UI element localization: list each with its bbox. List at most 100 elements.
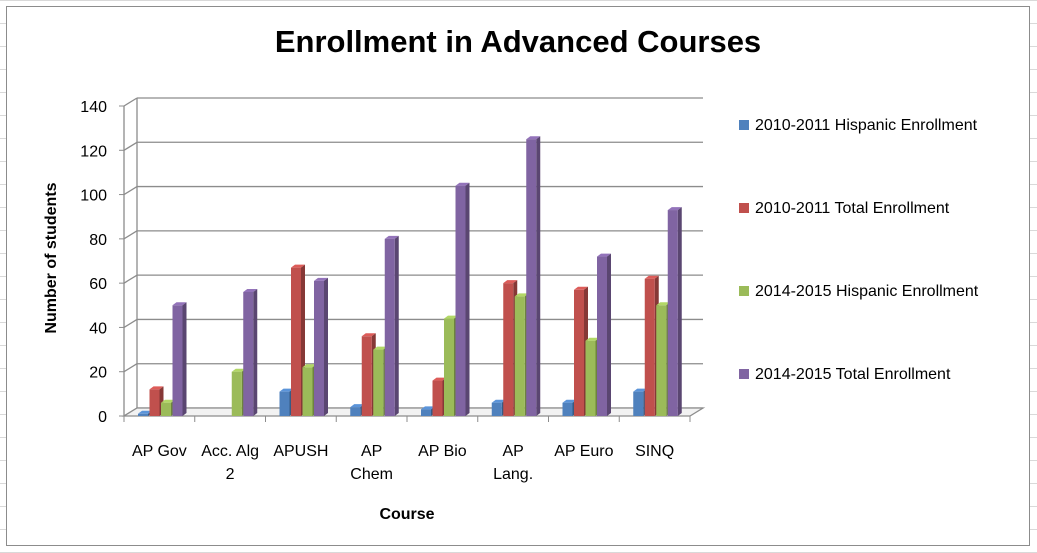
bar bbox=[656, 305, 667, 416]
y-tick-label: 20 bbox=[89, 365, 107, 382]
bar-side bbox=[324, 277, 328, 416]
plot-floor bbox=[121, 407, 706, 417]
y-tick-label: 120 bbox=[80, 143, 107, 160]
bar-top bbox=[574, 286, 588, 290]
bar-side bbox=[182, 302, 187, 416]
bar-side bbox=[394, 235, 399, 416]
plot-back-wall bbox=[137, 98, 703, 408]
legend-label: 2014-2015 Total Enrollment bbox=[755, 366, 951, 383]
bar-top bbox=[667, 207, 682, 211]
y-tick-label: 140 bbox=[80, 99, 107, 116]
y-tick-label: 0 bbox=[98, 409, 107, 426]
y-tick-label: 40 bbox=[89, 320, 107, 337]
bar-top bbox=[633, 388, 648, 392]
x-tick-label: AP Bio bbox=[418, 443, 467, 460]
y-tick-label: 60 bbox=[89, 276, 107, 293]
legend-label: 2010-2011 Total Enrollment bbox=[755, 200, 950, 217]
bar-top bbox=[361, 333, 376, 337]
bar-top bbox=[562, 399, 577, 403]
bar-top bbox=[314, 277, 328, 281]
bar-top bbox=[526, 136, 541, 140]
side-wall-line bbox=[123, 363, 138, 373]
legend-swatch bbox=[739, 286, 749, 296]
bar bbox=[503, 283, 514, 416]
bar-side bbox=[465, 182, 470, 416]
bar bbox=[373, 349, 384, 416]
bar bbox=[384, 238, 395, 416]
bar bbox=[597, 256, 607, 416]
bar bbox=[172, 305, 183, 416]
bar bbox=[585, 340, 596, 416]
bar bbox=[291, 267, 301, 416]
bar-top bbox=[149, 386, 164, 390]
bar-top bbox=[350, 404, 365, 408]
bar-side bbox=[536, 136, 541, 416]
bar-side bbox=[677, 207, 682, 416]
bar bbox=[350, 407, 361, 416]
bar-top bbox=[514, 293, 529, 297]
side-wall-line bbox=[123, 141, 138, 151]
bar bbox=[574, 289, 584, 416]
bar bbox=[314, 280, 324, 416]
x-tick-label: AP Lang. bbox=[493, 443, 533, 483]
bar-top bbox=[172, 302, 187, 306]
bar bbox=[526, 139, 537, 416]
bar-side bbox=[607, 253, 611, 416]
x-tick-label: AP Gov bbox=[132, 443, 187, 460]
bar-top bbox=[231, 368, 246, 372]
side-wall-line bbox=[123, 230, 138, 240]
bar-top bbox=[455, 182, 470, 186]
bar-top bbox=[302, 364, 317, 368]
bar-top bbox=[291, 264, 305, 268]
bar-top bbox=[384, 235, 399, 239]
bar bbox=[421, 409, 431, 416]
bar-top bbox=[243, 289, 258, 292]
x-tick-label: Acc. Alg 2 bbox=[201, 443, 259, 483]
bar bbox=[514, 296, 525, 416]
x-tick-label: APUSH bbox=[273, 443, 328, 460]
bar bbox=[149, 389, 160, 416]
y-axis-title: Number of students bbox=[43, 182, 60, 333]
bar bbox=[644, 278, 655, 416]
legend-swatch bbox=[739, 120, 749, 130]
bar-top bbox=[421, 406, 435, 410]
bar bbox=[562, 402, 573, 416]
side-wall-line bbox=[123, 97, 138, 107]
bar-top bbox=[585, 337, 600, 341]
bar bbox=[243, 292, 254, 416]
y-tick-label: 100 bbox=[80, 188, 107, 205]
bar-top bbox=[656, 302, 671, 306]
y-tick-label: 80 bbox=[89, 232, 107, 249]
bar bbox=[491, 402, 502, 416]
bar-top bbox=[597, 253, 611, 257]
bar-top bbox=[503, 280, 518, 284]
bar bbox=[455, 185, 466, 416]
bar bbox=[231, 371, 242, 416]
legend-swatch bbox=[739, 369, 749, 379]
x-tick-label: AP Chem bbox=[350, 443, 393, 483]
bar bbox=[302, 367, 313, 416]
bar-top bbox=[279, 388, 294, 392]
legend-swatch bbox=[739, 203, 749, 213]
bar bbox=[138, 413, 148, 416]
bar bbox=[279, 391, 290, 416]
side-wall-line bbox=[123, 274, 138, 284]
chart-title: Enrollment in Advanced Courses bbox=[275, 24, 761, 59]
bar bbox=[444, 318, 454, 416]
bar bbox=[633, 391, 644, 416]
x-tick-label: AP Euro bbox=[554, 443, 613, 460]
legend-label: 2010-2011 Hispanic Enrollment bbox=[755, 117, 978, 134]
x-tick-label: SINQ bbox=[635, 443, 674, 460]
bar-top bbox=[444, 315, 458, 319]
bar bbox=[361, 336, 372, 416]
bar-top bbox=[161, 399, 175, 403]
side-wall-line bbox=[123, 318, 138, 328]
x-axis-title: Course bbox=[379, 506, 434, 523]
legend-label: 2014-2015 Hispanic Enrollment bbox=[755, 283, 979, 300]
side-wall-line bbox=[123, 186, 138, 196]
bar bbox=[161, 402, 171, 416]
bar bbox=[432, 380, 443, 416]
bar-side bbox=[253, 289, 258, 416]
bar bbox=[667, 210, 678, 416]
